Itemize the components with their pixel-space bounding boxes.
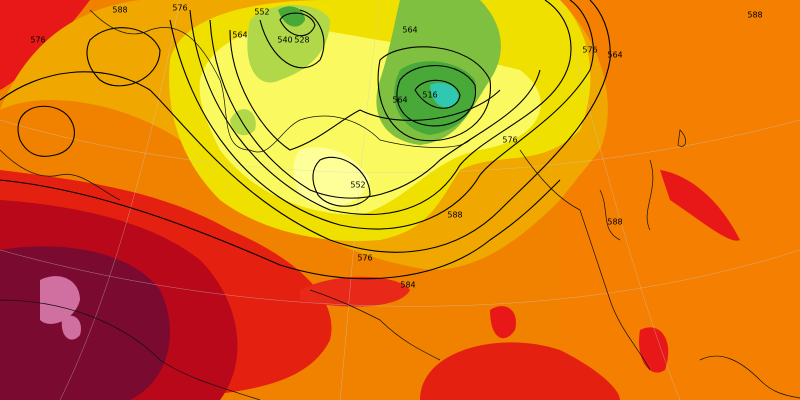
contour-label: 528 [294, 36, 309, 45]
contour-label: 584 [400, 281, 415, 290]
contour-label: 588 [607, 218, 622, 227]
contour-label: 552 [350, 181, 365, 190]
coastlines [0, 9, 800, 400]
contour-label: 576 [357, 254, 372, 263]
contour-label: 576 [502, 136, 517, 145]
contour-label: 576 [30, 36, 45, 45]
contour-label: 576 [172, 4, 187, 13]
contour-label: 552 [254, 8, 269, 17]
height-contours [0, 0, 611, 280]
contour-label: 564 [607, 51, 622, 60]
contour-label: 516 [422, 91, 437, 100]
contour-labels: 588 576 552 540 564 528 564 576 516 564 552 588 576 5… [30, 4, 762, 290]
contour-label: 576 [582, 46, 597, 55]
contour-label: 540 [277, 36, 292, 45]
contour-label: 588 [747, 11, 762, 20]
contour-label: 588 [447, 211, 462, 220]
contour-label: 564 [232, 31, 247, 40]
contour-label: 564 [402, 26, 417, 35]
contour-label: 588 [112, 6, 127, 15]
contour-label: 564 [392, 96, 407, 105]
